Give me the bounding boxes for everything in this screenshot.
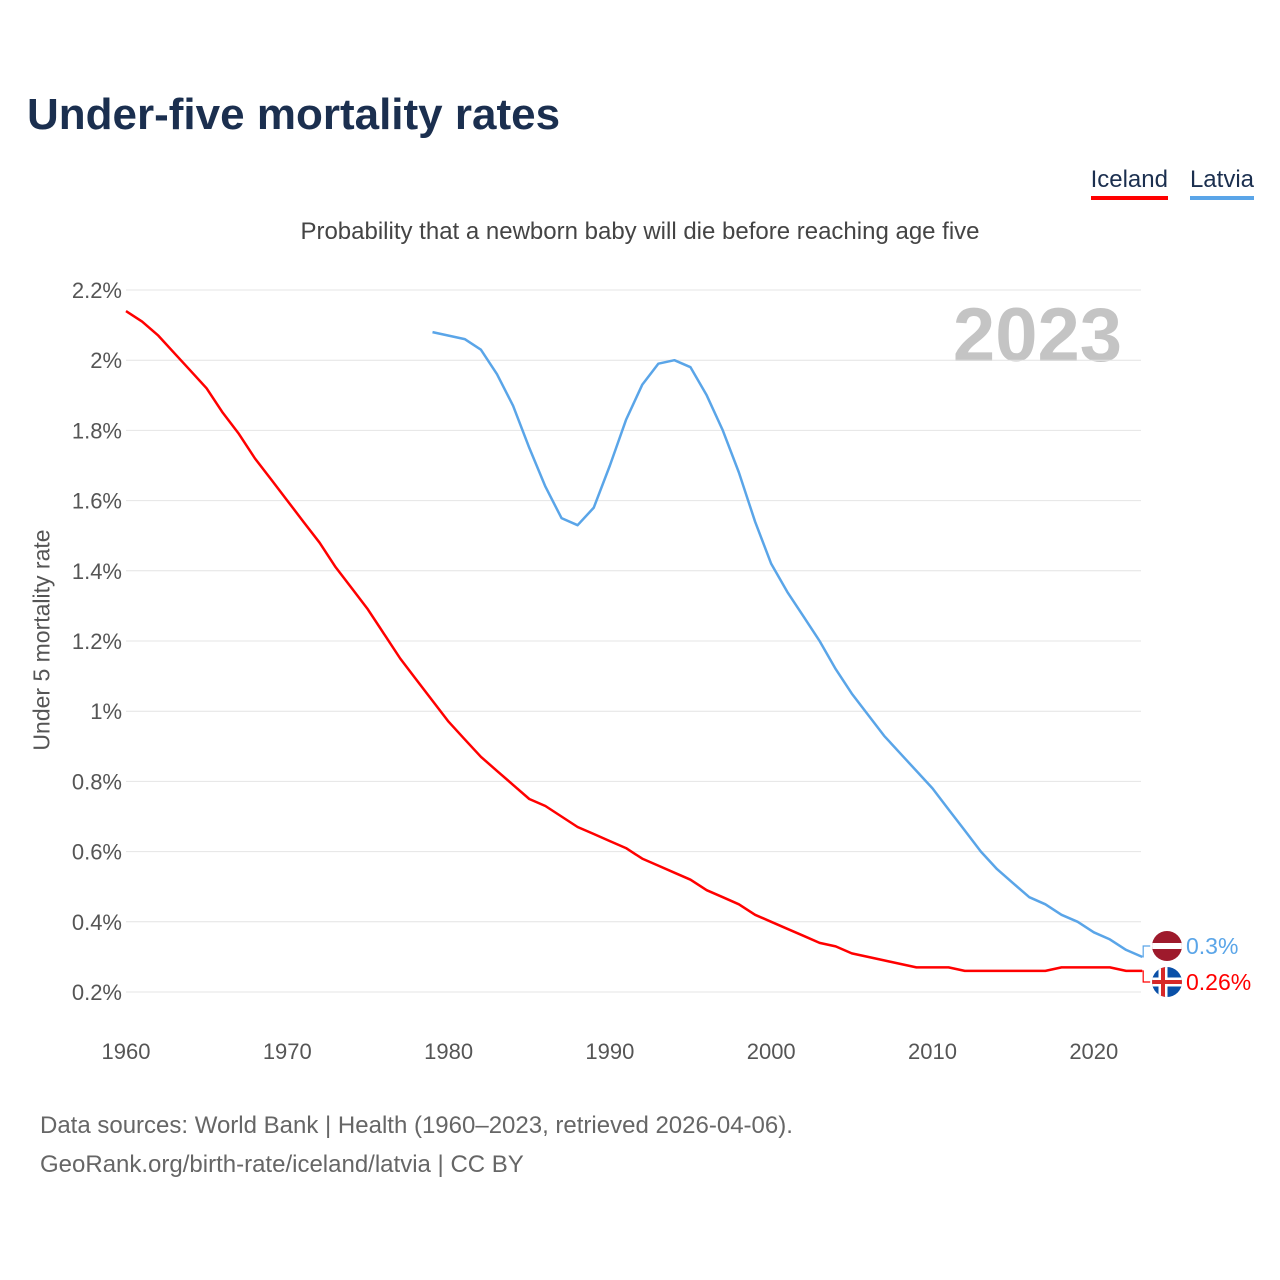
y-tick-label: 2.2% xyxy=(72,278,122,303)
y-tick-label: 1.6% xyxy=(72,489,122,514)
source-text: Data sources: World Bank | Health (1960–… xyxy=(40,1112,793,1139)
end-connector xyxy=(1142,945,1151,958)
year-badge: 2023 xyxy=(952,293,1122,378)
series-line-iceland xyxy=(125,310,1143,973)
x-tick-label: 2000 xyxy=(747,1039,796,1064)
end-value-label: 0.26% xyxy=(1186,969,1251,995)
y-tick-label: 1.8% xyxy=(72,418,122,443)
end-connector xyxy=(1142,970,1151,983)
y-tick-label: 1.4% xyxy=(72,559,122,584)
x-tick-label: 2010 xyxy=(908,1039,957,1064)
x-tick-label: 2020 xyxy=(1069,1039,1118,1064)
y-tick-label: 0.4% xyxy=(72,910,122,935)
y-tick-label: 1.2% xyxy=(72,629,122,654)
end-value-label: 0.3% xyxy=(1186,933,1238,959)
legend: Iceland Latvia xyxy=(1090,166,1254,200)
x-tick-label: 1960 xyxy=(102,1039,151,1064)
y-tick-label: 0.2% xyxy=(72,980,122,1005)
y-tick-label: 2% xyxy=(90,348,122,373)
chart-subtitle: Probability that a newborn baby will die… xyxy=(300,218,980,245)
chart-title: Under-five mortality rates xyxy=(27,90,561,139)
y-tick-label: 0.6% xyxy=(72,840,122,865)
y-tick-label: 0.8% xyxy=(72,769,122,794)
y-tick-label: 1% xyxy=(90,699,122,724)
x-tick-label: 1980 xyxy=(424,1039,473,1064)
footer: Data sources: World Bank | Health (1960–… xyxy=(40,1106,793,1184)
x-tick-label: 1970 xyxy=(263,1039,312,1064)
flag-iceland-icon xyxy=(1152,967,1182,997)
x-tick-label: 1990 xyxy=(585,1039,634,1064)
legend-item-iceland[interactable]: Iceland xyxy=(1090,166,1168,200)
series-line-latvia xyxy=(432,330,1143,959)
legend-item-latvia[interactable]: Latvia xyxy=(1189,166,1254,200)
flag-latvia-icon xyxy=(1152,931,1182,961)
attribution-link[interactable]: GeoRank.org/birth-rate/iceland/latvia | … xyxy=(40,1151,524,1178)
